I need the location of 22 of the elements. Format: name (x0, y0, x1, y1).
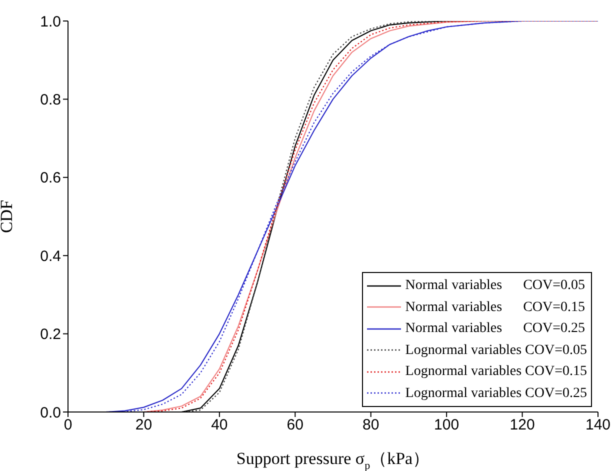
legend-label: Lognormal variables COV=0.05 (405, 342, 587, 360)
x-tick-label: 60 (286, 416, 304, 434)
x-tick-label: 0 (64, 416, 72, 434)
legend-label: Lognormal variables COV=0.25 (405, 384, 587, 402)
legend-label: Normal variables COV=0.15 (405, 298, 586, 316)
y-tick-label: 0.2 (40, 326, 61, 344)
y-tick-label: 0.8 (40, 92, 61, 109)
x-tick-label: 140 (585, 416, 611, 434)
x-axis-title: Support pressure σ$_{p}$（kPa） (236, 449, 430, 471)
legend-label: Normal variables COV=0.05 (405, 277, 586, 295)
y-axis-title: CDF (0, 200, 16, 234)
x-tick-label: 20 (135, 416, 152, 434)
legend-label: Lognormal variables COV=0.15 (405, 363, 587, 381)
x-tick-label: 80 (362, 416, 380, 434)
y-tick-label: 1.0 (40, 13, 61, 30)
y-tick-label: 0.6 (40, 170, 61, 187)
x-tick-label: 120 (510, 416, 535, 434)
legend-label: Normal variables COV=0.25 (405, 320, 586, 338)
y-tick-label: 0.0 (40, 404, 61, 422)
y-tick-label: 0.4 (40, 248, 61, 265)
x-tick-label: 100 (434, 416, 460, 434)
x-tick-label: 40 (211, 416, 228, 434)
